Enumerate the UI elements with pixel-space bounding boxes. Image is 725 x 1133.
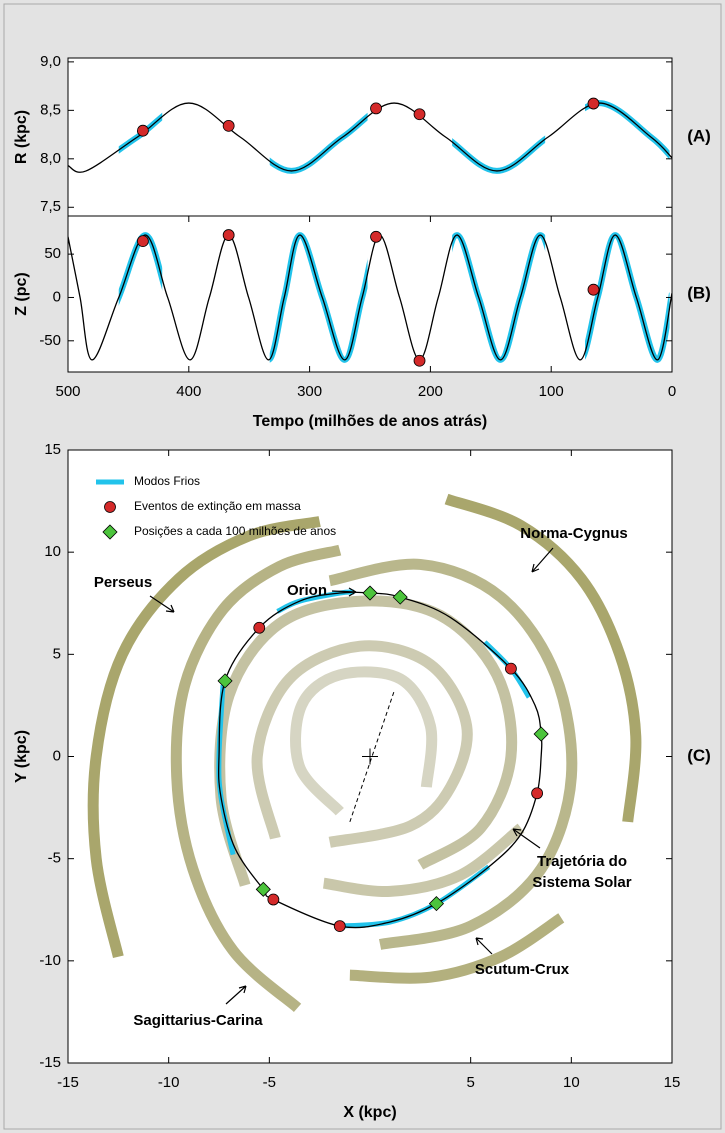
spiral-arm [87,516,321,958]
x-tick-label: 300 [297,383,322,400]
arrow [149,595,175,613]
y-tick-label: 0 [53,747,61,764]
arrow [331,587,357,597]
extinction-event [222,229,235,241]
arrow [225,985,247,1005]
extinction-event [413,354,426,367]
curve [68,234,672,361]
galactic-center [362,748,378,765]
extinction-event [333,920,346,932]
plot-border [67,215,673,373]
y-axis-label: Y (kpc) [13,730,30,783]
legend-label: Modos Frios [134,474,200,488]
arrow [512,828,541,849]
x-tick-label: 400 [176,383,201,400]
x-tick-label: -15 [57,1074,79,1091]
y-axis-label: Z (pc) [13,272,30,316]
y-axis-label: R (kpc) [13,110,30,164]
y-tick-label: 10 [44,543,61,560]
x-tick-label: 0 [668,383,676,400]
extinction-event [413,108,426,121]
x-tick-label: -5 [263,1074,276,1091]
spiral-arm [349,913,565,984]
position-marker [362,585,378,601]
trajectory-label: Trajetória do [537,853,627,870]
extinction-event [505,662,517,675]
plot-content [87,493,642,1013]
y-tick-label: 5 [53,645,61,662]
position-marker [533,726,549,742]
x-tick-label: 100 [539,383,564,400]
galactic-axis [349,690,395,823]
extinction-event [531,787,544,800]
y-tick-label: 7,5 [40,198,61,215]
x-tick-label: 200 [418,383,443,400]
extinction-event [587,97,600,110]
legend-swatch [102,524,118,540]
y-tick-label: -10 [39,952,61,969]
y-tick-label: 50 [44,245,61,262]
spiral-arm [444,493,642,823]
position-marker [392,589,408,605]
arm-label: Norma-Cygnus [520,525,628,542]
x-axis-label: Tempo (milhões de anos atrás) [253,413,487,430]
panel-label: (B) [687,283,711,302]
position-marker [217,673,233,689]
legend-label: Posições a cada 100 milhões de anos [134,524,336,538]
y-tick-label: 15 [44,441,61,458]
extinction-event [222,119,235,132]
x-tick-label: 5 [466,1074,474,1091]
spiral-arm [170,544,342,1013]
spiral-arm [328,558,578,950]
arm-label: Perseus [94,574,152,591]
trajectory-label: Sistema Solar [532,874,631,891]
arm-label: Orion [287,582,327,599]
y-tick-label: 0 [53,288,61,305]
spiral-arm [251,640,473,848]
x-tick-label: 500 [55,383,80,400]
position-marker [255,881,271,897]
y-tick-label: 8,0 [40,150,61,167]
extinction-event [136,124,149,137]
extinction-event [253,621,266,634]
panel-label: (C) [687,746,711,765]
extinction-event [136,235,149,248]
panel-label: (A) [687,126,711,145]
plot-area [68,216,672,372]
y-tick-label: 8,5 [40,101,61,118]
annotations: Perseus Orion Norma-Cygnus Sagittarius-C… [94,525,632,1029]
x-axis-label: X (kpc) [343,1104,396,1121]
legend-swatch [104,501,116,513]
y-tick-label: -15 [39,1054,61,1071]
y-tick-label: -50 [39,332,61,349]
x-tick-label: 15 [664,1074,681,1091]
extinction-event [370,230,382,243]
arrow [531,547,554,573]
arrow [475,937,493,955]
position-marker [428,896,445,912]
arm-label: Scutum-Crux [475,961,570,978]
x-tick-label: 10 [563,1074,580,1091]
extinction-event [267,893,280,906]
arm-label: Sagittarius-Carina [133,1012,263,1029]
extinction-event [587,283,600,296]
y-tick-label: 9,0 [40,53,61,70]
plot-area [68,58,672,216]
spiral-arm [290,666,438,816]
x-tick-label: -10 [158,1074,180,1091]
y-tick-label: -5 [48,850,61,867]
extinction-event [370,102,382,115]
spiral-arm [322,823,525,897]
legend-label: Eventos de extinção em massa [134,499,301,513]
